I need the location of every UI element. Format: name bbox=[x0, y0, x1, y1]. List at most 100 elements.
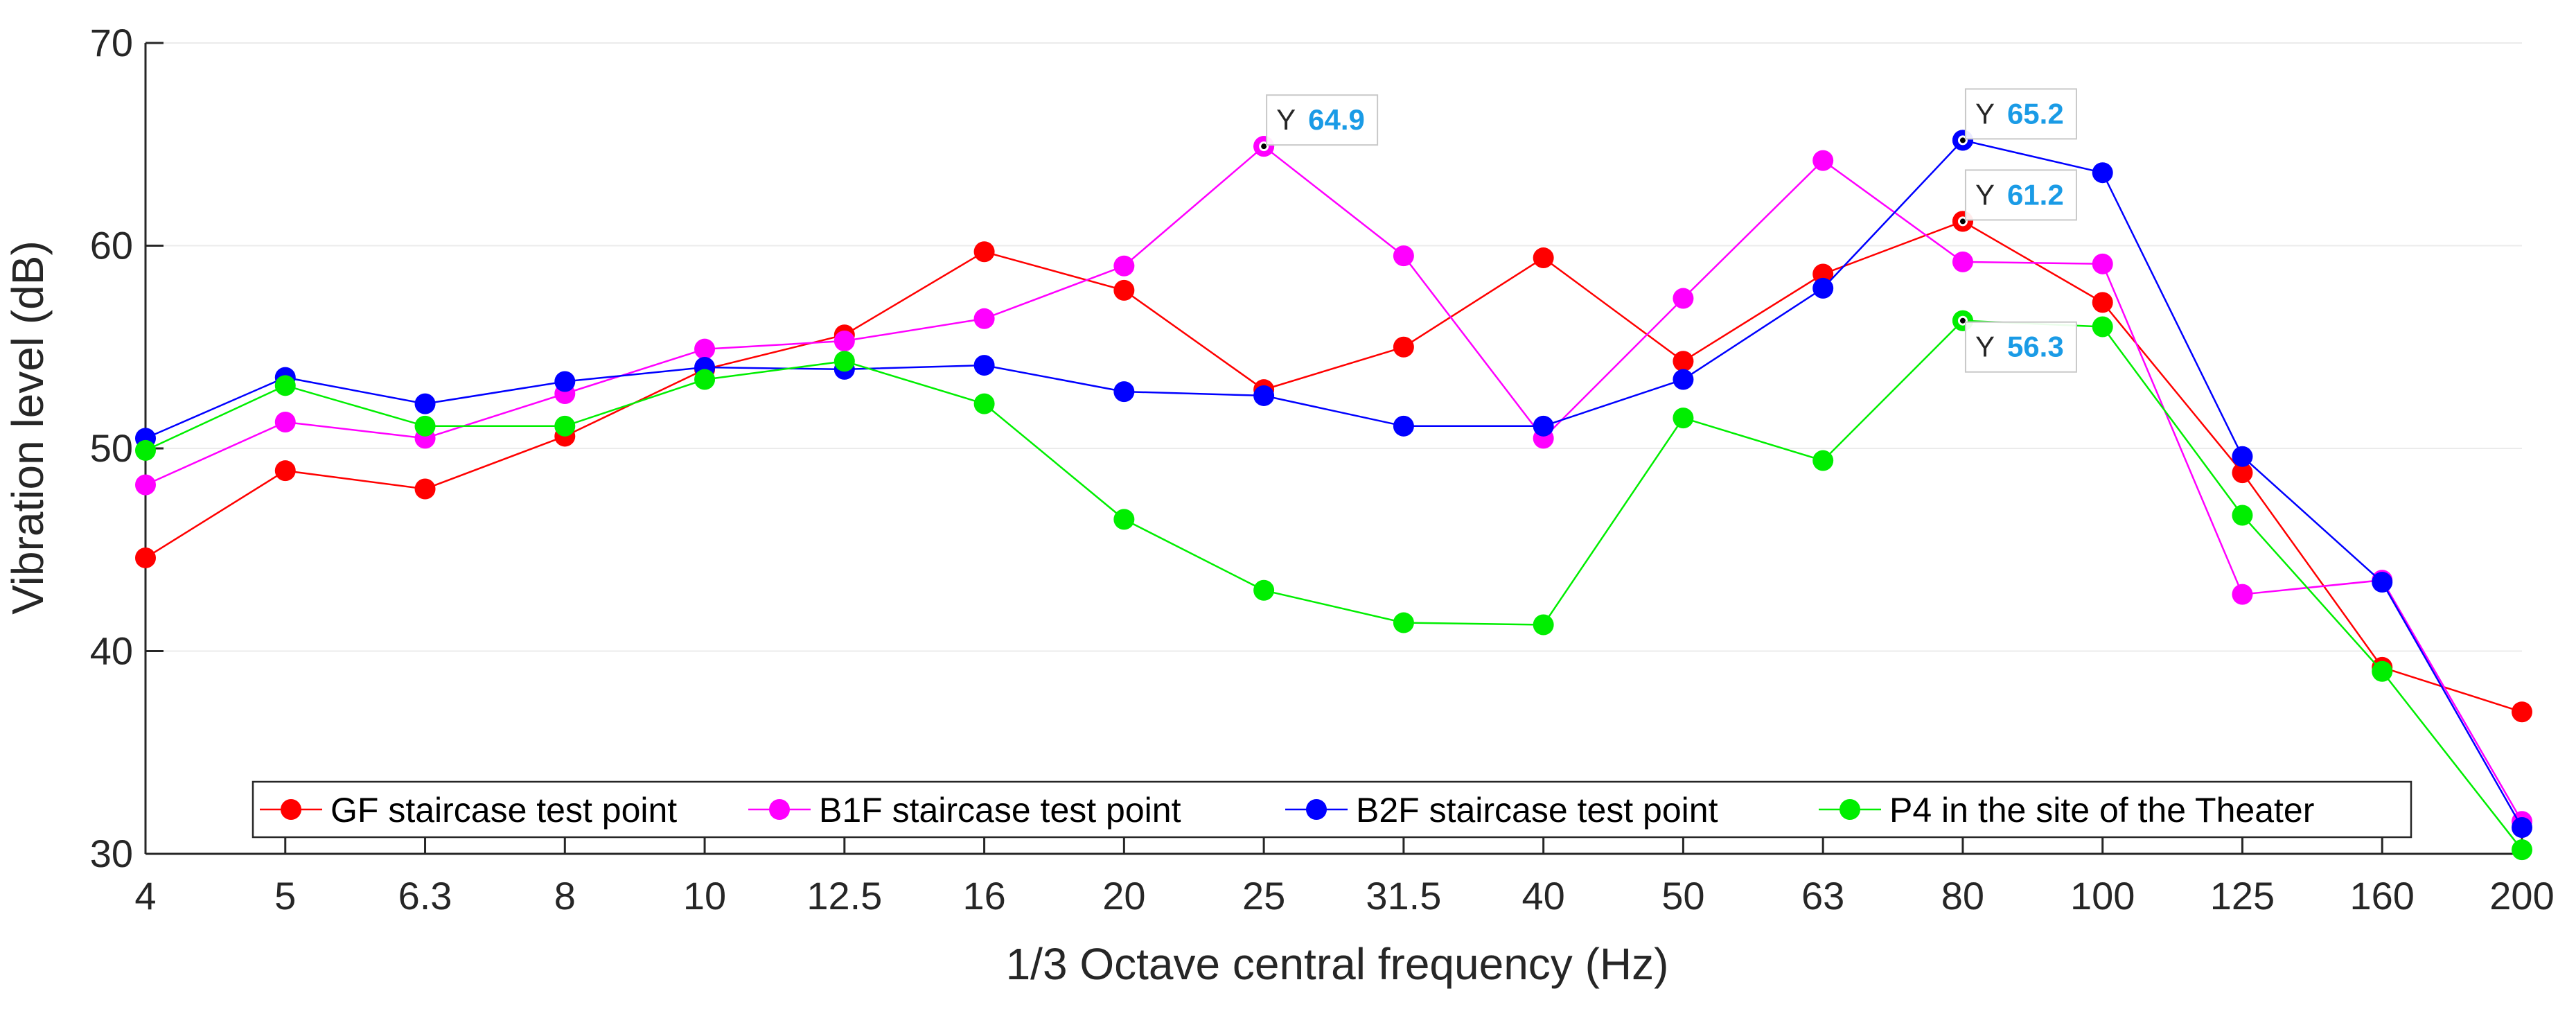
data-point bbox=[1533, 415, 1554, 437]
x-tick-label: 160 bbox=[2350, 874, 2415, 918]
grid-lines bbox=[145, 42, 2522, 855]
x-tick-label: 200 bbox=[2489, 874, 2554, 918]
datatip-marker-center bbox=[1959, 137, 1966, 143]
x-tick-label: 20 bbox=[1102, 874, 1145, 918]
datatip-marker-center bbox=[1261, 143, 1267, 150]
datatip-value: 56.3 bbox=[2007, 331, 2064, 363]
datatip-box bbox=[1964, 321, 2077, 373]
datatip[interactable]: Y 65.2 bbox=[1952, 88, 2077, 151]
data-point bbox=[1673, 288, 1694, 309]
datatip-value: 64.9 bbox=[1308, 103, 1365, 136]
data-point bbox=[554, 415, 576, 437]
data-point bbox=[2372, 572, 2393, 593]
data-point bbox=[2092, 253, 2113, 274]
x-tick-label: 16 bbox=[962, 874, 1005, 918]
legend-label: B2F staircase test point bbox=[1356, 791, 1718, 830]
y-tick-label: 50 bbox=[90, 426, 133, 470]
data-point bbox=[2232, 462, 2253, 484]
legend-marker bbox=[1840, 799, 1860, 820]
data-point bbox=[274, 375, 296, 396]
legend-marker bbox=[1306, 799, 1327, 820]
datatip[interactable]: Y 56.3 bbox=[1952, 310, 2077, 373]
data-point bbox=[1952, 251, 1973, 272]
data-point bbox=[135, 474, 156, 496]
legend-marker bbox=[281, 799, 301, 820]
x-tick-label: 5 bbox=[274, 874, 296, 918]
x-tick-label: 63 bbox=[1801, 874, 1844, 918]
data-point bbox=[135, 439, 156, 461]
data-point bbox=[2092, 162, 2113, 184]
datatip-value: 65.2 bbox=[2007, 97, 2064, 130]
data-point bbox=[1253, 579, 1275, 601]
data-point bbox=[274, 460, 296, 482]
datatip[interactable]: Y 61.2 bbox=[1952, 169, 2077, 232]
data-point bbox=[1393, 415, 1414, 437]
data-point bbox=[1533, 614, 1554, 636]
data-point bbox=[1113, 279, 1135, 301]
data-point bbox=[833, 330, 855, 351]
data-point bbox=[414, 393, 436, 414]
data-point bbox=[274, 411, 296, 432]
data-point bbox=[1673, 369, 1694, 390]
data-point bbox=[1113, 255, 1135, 277]
data-point bbox=[694, 369, 716, 390]
data-point bbox=[973, 355, 995, 376]
datatip-marker-center bbox=[1959, 317, 1966, 324]
data-point bbox=[414, 415, 436, 437]
y-tick-label: 70 bbox=[90, 21, 133, 64]
legend-label: P4 in the site of the Theater bbox=[1889, 791, 2314, 830]
data-point bbox=[2512, 839, 2532, 861]
x-tick-label: 100 bbox=[2070, 874, 2135, 918]
data-point bbox=[135, 547, 156, 568]
legend: GF staircase test point B1F staircase tes… bbox=[252, 780, 2412, 839]
x-tick-label: 8 bbox=[554, 874, 576, 918]
datatip[interactable]: Y 64.9 bbox=[1253, 94, 1379, 157]
data-point bbox=[1113, 381, 1135, 403]
x-tick-label: 31.5 bbox=[1366, 874, 1441, 918]
data-point bbox=[414, 478, 436, 500]
data-point bbox=[2092, 292, 2113, 313]
data-point bbox=[973, 308, 995, 329]
y-tick-label: 30 bbox=[90, 832, 133, 875]
x-tick-label: 10 bbox=[683, 874, 726, 918]
datatip-label: Y bbox=[1975, 178, 1995, 211]
data-point bbox=[2232, 446, 2253, 467]
series-line-3 bbox=[145, 139, 2523, 828]
data-point bbox=[2372, 660, 2393, 682]
data-point bbox=[1253, 385, 1275, 406]
data-point bbox=[694, 338, 716, 360]
datatip-box bbox=[1964, 88, 2077, 140]
datatip-value: 61.2 bbox=[2007, 178, 2064, 211]
x-tick-label: 40 bbox=[1521, 874, 1564, 918]
data-point bbox=[1812, 150, 1834, 171]
x-tick-label: 25 bbox=[1242, 874, 1285, 918]
x-tick-label: 4 bbox=[134, 874, 156, 918]
y-tick-label: 40 bbox=[90, 629, 133, 673]
data-point bbox=[973, 241, 995, 263]
y-axis-title: Vibration level (dB) bbox=[3, 240, 53, 615]
data-point bbox=[1113, 509, 1135, 530]
series-line-1 bbox=[145, 220, 2523, 713]
series-line-4 bbox=[145, 319, 2523, 850]
data-point bbox=[2232, 505, 2253, 526]
data-point bbox=[1393, 612, 1414, 633]
data-point bbox=[1533, 247, 1554, 269]
data-point bbox=[1812, 277, 1834, 299]
series-line-2 bbox=[145, 145, 2523, 822]
data-point bbox=[1393, 245, 1414, 267]
datatip-label: Y bbox=[1975, 97, 1995, 130]
data-point bbox=[2512, 701, 2532, 723]
y-tick-label: 60 bbox=[90, 224, 133, 268]
data-point bbox=[973, 393, 995, 414]
data-point bbox=[833, 351, 855, 372]
x-tick-label: 12.5 bbox=[806, 874, 882, 918]
x-tick-label: 6.3 bbox=[398, 874, 452, 918]
series-layer bbox=[135, 130, 2532, 861]
data-point bbox=[2232, 584, 2253, 605]
x-axis-title: 1/3 Octave central frequency (Hz) bbox=[1006, 939, 1669, 989]
data-point bbox=[1673, 408, 1694, 429]
data-point bbox=[554, 371, 576, 392]
legend-label: GF staircase test point bbox=[330, 791, 677, 830]
